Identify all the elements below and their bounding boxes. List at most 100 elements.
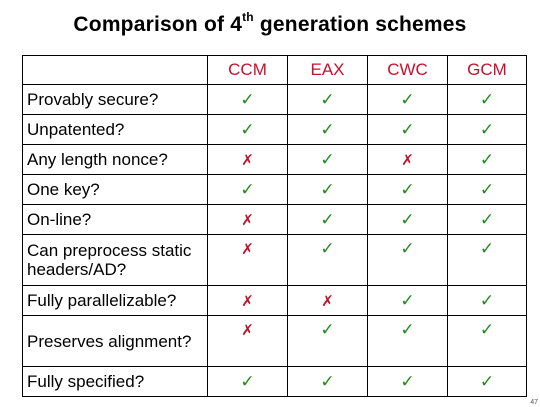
mark-cell-eax: ✓ (287, 144, 368, 175)
mark-cell-cwc: ✓ (367, 174, 448, 205)
mark-cell-cwc: ✓ (367, 234, 448, 286)
title-suffix: generation schemes (253, 13, 467, 36)
check-icon: ✓ (320, 89, 335, 110)
mark-cell-eax: ✓ (287, 174, 368, 205)
table-row: Any length nonce? ✗ ✓ ✗ ✓ (22, 144, 527, 175)
mark-cell-ccm: ✓ (207, 84, 288, 115)
check-icon: ✓ (400, 371, 415, 392)
mark-cell-eax: ✓ (287, 204, 368, 235)
feature-label: Unpatented? (22, 114, 208, 145)
header-row: CCM EAX CWC GCM (22, 55, 527, 85)
header-cwc: CWC (367, 55, 448, 85)
mark-cell-ccm: ✗ (207, 315, 288, 367)
check-icon: ✓ (479, 290, 495, 311)
title-prefix: Comparison of 4 (73, 13, 243, 36)
mark-cell-ccm: ✗ (207, 234, 288, 286)
mark-cell-gcm: ✓ (447, 204, 527, 235)
check-icon: ✓ (479, 239, 495, 259)
cross-icon: ✗ (241, 210, 254, 229)
cross-icon: ✗ (241, 291, 254, 310)
feature-label: Can preprocess static headers/AD? (22, 234, 208, 286)
check-icon: ✓ (479, 209, 495, 230)
check-icon: ✓ (400, 89, 415, 110)
feature-label: One key? (22, 174, 208, 205)
mark-cell-cwc: ✓ (367, 285, 448, 316)
check-icon: ✓ (400, 239, 415, 259)
check-icon: ✓ (479, 149, 495, 170)
header-ccm: CCM (207, 55, 288, 85)
table-row: Can preprocess static headers/AD? ✗ ✓ ✓ ✓ (22, 234, 527, 286)
check-icon: ✓ (320, 239, 335, 259)
check-icon: ✓ (479, 371, 495, 392)
table-row: Unpatented? ✓ ✓ ✓ ✓ (22, 114, 527, 145)
table-row: One key? ✓ ✓ ✓ ✓ (22, 174, 527, 205)
header-gcm: GCM (447, 55, 527, 85)
table-row: Provably secure? ✓ ✓ ✓ ✓ (22, 84, 527, 115)
mark-cell-cwc: ✓ (367, 84, 448, 115)
mark-cell-ccm: ✓ (207, 114, 288, 145)
cross-icon: ✗ (241, 150, 254, 169)
check-icon: ✓ (240, 119, 255, 140)
mark-cell-eax: ✓ (287, 234, 368, 286)
check-icon: ✓ (479, 320, 495, 340)
mark-cell-cwc: ✓ (367, 366, 448, 397)
check-icon: ✓ (479, 179, 495, 200)
mark-cell-gcm: ✓ (447, 315, 527, 367)
header-corner (22, 55, 208, 85)
slide-title: Comparison of 4th generation schemes (0, 10, 540, 37)
page-number: 47 (530, 399, 538, 406)
check-icon: ✓ (400, 290, 415, 311)
check-icon: ✓ (320, 149, 335, 170)
check-icon: ✓ (240, 89, 255, 110)
check-icon: ✓ (400, 320, 415, 340)
cross-icon: ✗ (321, 291, 334, 310)
table-body: Provably secure? ✓ ✓ ✓ ✓ Unpatented? ✓ ✓ ✓ ✓ Any l… (22, 84, 527, 397)
mark-cell-cwc: ✓ (367, 315, 448, 367)
check-icon: ✓ (320, 179, 335, 200)
comparison-table: CCM EAX CWC GCM Provably secure? ✓ ✓ ✓ ✓ Unpa… (22, 55, 527, 397)
mark-cell-gcm: ✓ (447, 114, 527, 145)
mark-cell-eax: ✓ (287, 84, 368, 115)
mark-cell-ccm: ✗ (207, 285, 288, 316)
mark-cell-ccm: ✗ (207, 204, 288, 235)
feature-label: On-line? (22, 204, 208, 235)
mark-cell-eax: ✓ (287, 315, 368, 367)
title-superscript: th (242, 10, 254, 24)
cross-icon: ✗ (401, 150, 414, 169)
cross-icon: ✗ (241, 240, 254, 258)
mark-cell-cwc: ✗ (367, 144, 448, 175)
mark-cell-cwc: ✓ (367, 204, 448, 235)
cross-icon: ✗ (241, 321, 254, 339)
check-icon: ✓ (400, 179, 415, 200)
mark-cell-gcm: ✓ (447, 234, 527, 286)
mark-cell-ccm: ✗ (207, 144, 288, 175)
check-icon: ✓ (320, 209, 335, 230)
feature-label: Preserves alignment? (22, 315, 208, 367)
mark-cell-gcm: ✓ (447, 285, 527, 316)
feature-label: Provably secure? (22, 84, 208, 115)
check-icon: ✓ (240, 179, 255, 200)
mark-cell-ccm: ✓ (207, 366, 288, 397)
mark-cell-eax: ✓ (287, 114, 368, 145)
check-icon: ✓ (320, 320, 335, 340)
mark-cell-ccm: ✓ (207, 174, 288, 205)
check-icon: ✓ (400, 119, 415, 140)
mark-cell-gcm: ✓ (447, 144, 527, 175)
check-icon: ✓ (320, 371, 335, 392)
table-row: Preserves alignment? ✗ ✓ ✓ ✓ (22, 315, 527, 367)
mark-cell-gcm: ✓ (447, 174, 527, 205)
feature-label: Fully specified? (22, 366, 208, 397)
mark-cell-gcm: ✓ (447, 366, 527, 397)
mark-cell-eax: ✗ (287, 285, 368, 316)
feature-label: Any length nonce? (22, 144, 208, 175)
check-icon: ✓ (479, 89, 495, 110)
check-icon: ✓ (400, 209, 415, 230)
mark-cell-cwc: ✓ (367, 114, 448, 145)
check-icon: ✓ (320, 119, 335, 140)
feature-label: Fully parallelizable? (22, 285, 208, 316)
mark-cell-gcm: ✓ (447, 84, 527, 115)
check-icon: ✓ (479, 119, 495, 140)
header-eax: EAX (287, 55, 368, 85)
table-row: Fully parallelizable? ✗ ✗ ✓ ✓ (22, 285, 527, 316)
check-icon: ✓ (240, 371, 255, 392)
